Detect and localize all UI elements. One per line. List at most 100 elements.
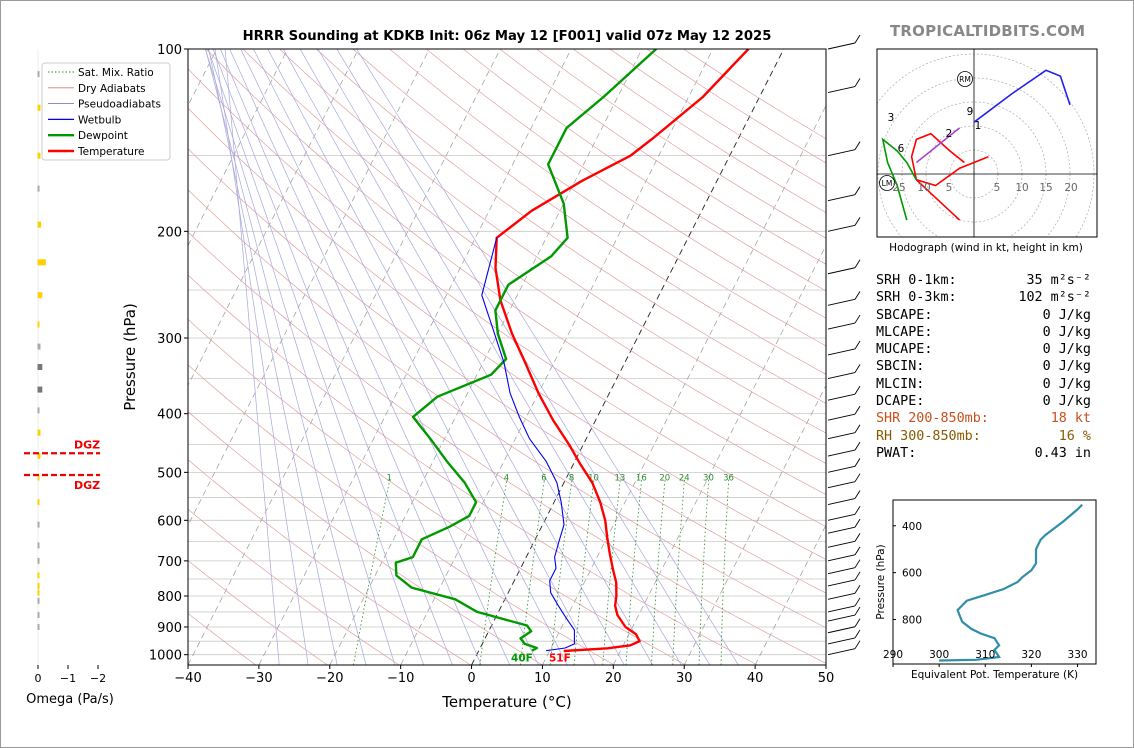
wind-barb-shaft — [827, 42, 856, 50]
hodograph-ring-label: 10 — [1015, 182, 1028, 194]
omega-bar — [37, 429, 41, 436]
isotherm-line — [188, 49, 288, 247]
theta-x-tick-label: 290 — [883, 649, 903, 661]
theta-x-tick-label: 330 — [1068, 649, 1088, 661]
pseudoadiabat-line — [267, 49, 597, 665]
y-tick-label: 900 — [157, 621, 182, 636]
pseudoadiabat-line — [229, 49, 511, 665]
dry-adiabat-line — [188, 148, 826, 594]
dry-adiabat-line — [188, 612, 256, 665]
theta-x-tick-label: 320 — [1021, 649, 1041, 661]
stat-unit: J/kg — [1050, 359, 1091, 375]
wind-barb-flag — [854, 473, 861, 482]
omega-bar — [37, 343, 41, 350]
legend-label: Pseudoadiabats — [78, 99, 161, 111]
isotherm-line — [329, 49, 643, 665]
stat-row: SBCAPE: 0 J/kg — [876, 307, 1091, 324]
hodograph-ring-label: 20 — [1064, 182, 1077, 194]
pseudoadiabat-line — [205, 49, 396, 665]
hodograph-trace — [973, 69, 1071, 123]
omega-bar — [37, 71, 40, 78]
wind-barb-flag — [854, 340, 861, 350]
hodograph-trace — [915, 179, 961, 221]
pseudoadiabat-line — [214, 49, 309, 665]
y-axis-label: Pressure (hPa) — [121, 303, 139, 411]
wind-barb-shaft — [827, 637, 856, 645]
skewt-axes-frame — [187, 48, 827, 666]
mixing-ratio-label: 24 — [679, 474, 690, 484]
mixing-ratio-line — [353, 477, 391, 665]
wind-barb-flag — [854, 618, 861, 627]
dry-adiabat-line — [188, 318, 687, 665]
mixing-ratio-label: 10 — [588, 474, 599, 484]
surface-temperature-label: 51F — [549, 653, 571, 665]
wind-barb-flag — [854, 385, 861, 395]
dry-adiabat-line — [242, 49, 826, 464]
dry-adiabat-line — [188, 459, 471, 665]
theta-e-line — [939, 503, 1083, 662]
legend-label: Temperature — [77, 146, 145, 158]
wind-barb-flag — [854, 405, 861, 415]
mixing-ratio-label: 6 — [541, 474, 546, 484]
dry-adiabat-line — [188, 364, 615, 665]
dry-adiabat-line — [188, 508, 400, 665]
omega-bar — [37, 499, 40, 506]
pseudoadiabat-line — [253, 49, 568, 665]
wind-barb-shaft — [827, 322, 856, 330]
wind-barb-shaft — [827, 554, 856, 562]
dry-adiabat-line — [188, 189, 826, 629]
isotherm-line — [188, 49, 359, 387]
theta-y-tick-label: 600 — [902, 568, 922, 580]
stat-row: SRH 0-1km: 35 m²s⁻² — [876, 272, 1091, 289]
wind-barb-shaft — [827, 614, 856, 622]
theta-y-tick-label: 400 — [902, 521, 922, 533]
series-line-wetbulb — [481, 237, 575, 652]
stat-label: SHR 200-850mb: — [876, 411, 989, 427]
wind-barb-shaft — [827, 465, 856, 473]
stat-row: PWAT: 0.43 in — [876, 445, 1091, 462]
wind-barb-shaft — [827, 372, 856, 379]
theta-y-axis-label: Pressure (hPa) — [875, 544, 887, 619]
legend-label: Dewpoint — [78, 130, 128, 142]
omega-bar — [37, 612, 40, 619]
y-tick-label: 300 — [157, 332, 182, 347]
series-line-dewpoint — [394, 49, 658, 652]
dry-adiabat-line — [188, 411, 543, 665]
stat-row: MUCAPE: 0 J/kg — [876, 341, 1091, 358]
stat-number: 102 — [1018, 290, 1043, 306]
wind-barb-shaft — [827, 592, 856, 600]
dry-adiabat-line — [315, 49, 826, 404]
omega-bar — [37, 474, 40, 481]
wind-barb-flag — [854, 490, 861, 499]
theta-x-axis-label: Equivalent Pot. Temperature (K) — [911, 669, 1078, 681]
mixing-ratio-line — [651, 477, 666, 665]
omega-bar — [37, 407, 40, 414]
mixing-ratio-line — [698, 477, 710, 665]
legend-label: Dry Adiabats — [78, 83, 146, 95]
omega-axis-label: Omega (Pa/s) — [26, 692, 114, 707]
hodograph-trace — [915, 127, 961, 164]
stat-number: 0 — [1042, 324, 1051, 340]
dry-adiabat-line — [279, 49, 826, 434]
stat-label: MLCIN: — [876, 376, 925, 392]
omega-bar — [37, 542, 40, 549]
omega-bar — [37, 221, 42, 228]
theta-frame — [892, 499, 1097, 665]
hodograph-ring-label: 5 — [994, 182, 1001, 194]
hodograph-ring-label: 15 — [1039, 182, 1052, 194]
stat-label: DCAPE: — [876, 394, 925, 410]
y-tick-label: 800 — [157, 590, 182, 605]
hodograph-trace — [916, 155, 989, 187]
series-line-temperature — [494, 49, 750, 653]
omega-bar — [37, 453, 41, 460]
y-tick-label: 600 — [157, 514, 182, 529]
stat-value: 0 J/kg — [1043, 358, 1091, 375]
pseudoadiabat-line — [240, 49, 539, 665]
wind-barb-flag — [854, 640, 861, 649]
dry-adiabat-line — [352, 49, 826, 375]
wind-barb-shaft — [827, 567, 856, 575]
stat-unit: kt — [1066, 411, 1091, 427]
stat-value: 16 % — [1059, 428, 1091, 445]
wind-barb-shaft — [827, 626, 856, 634]
